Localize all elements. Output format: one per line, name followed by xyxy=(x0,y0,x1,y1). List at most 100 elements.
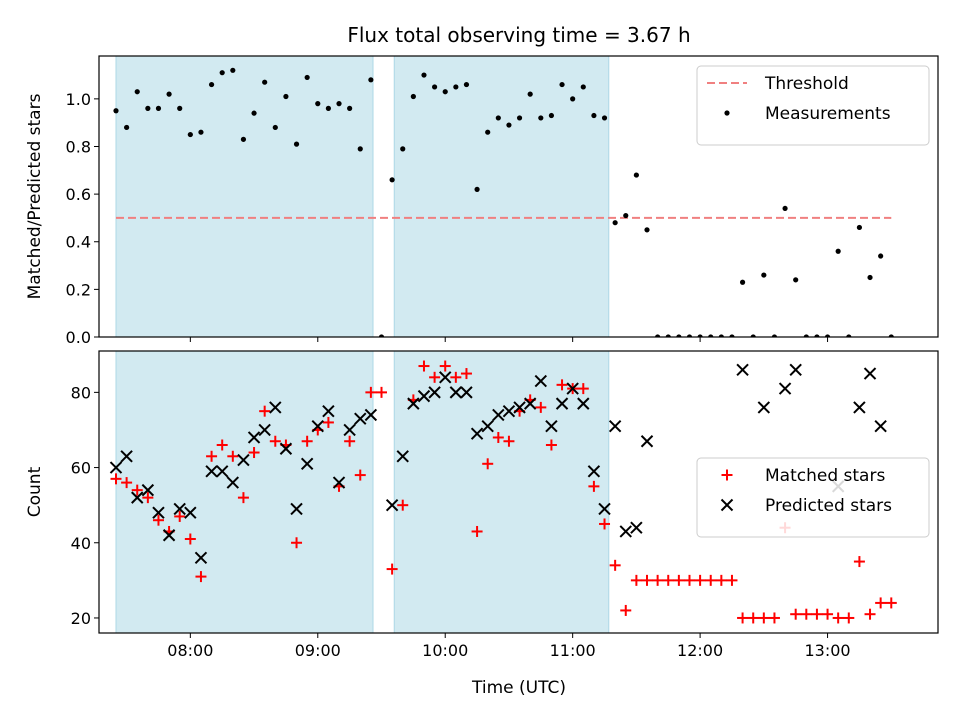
predicted-stars-point-b xyxy=(396,450,409,463)
legend-marker-b xyxy=(720,498,734,512)
predicted-stars-point xyxy=(577,397,590,410)
matched-stars-point xyxy=(620,604,632,616)
matched-stars-point xyxy=(790,608,802,620)
matched-stars-point xyxy=(630,574,642,586)
measurement-point xyxy=(697,334,703,337)
matched-stars-point xyxy=(174,510,186,522)
matched-stars-point xyxy=(843,612,855,624)
legend-label: Measurements xyxy=(765,104,891,124)
predicted-stars-point-b xyxy=(555,397,569,410)
predicted-stars-point-b xyxy=(343,423,356,437)
predicted-stars-point xyxy=(428,386,441,399)
predicted-stars-point xyxy=(555,397,569,410)
matched-stars-point xyxy=(322,416,334,428)
predicted-stars-point-b xyxy=(502,404,516,418)
measurement-point xyxy=(463,81,470,88)
predicted-stars-point-b xyxy=(566,382,579,395)
predicted-stars-point xyxy=(778,382,792,395)
matched-stars-point xyxy=(492,431,504,443)
predicted-stars-point-b xyxy=(630,521,643,534)
matched-stars-point xyxy=(248,447,260,459)
matched-stars-point xyxy=(121,477,133,489)
measurement-point xyxy=(262,79,268,85)
measurement-point xyxy=(485,129,491,135)
measurement-point xyxy=(559,81,565,88)
predicted-stars-point xyxy=(619,525,632,538)
matched-stars-point xyxy=(768,612,780,624)
predicted-stars-point-b xyxy=(640,435,654,448)
predicted-stars-point-b xyxy=(417,389,431,403)
predicted-stars-point-b xyxy=(173,502,186,516)
measurement-point xyxy=(357,146,363,152)
predicted-stars-point-b xyxy=(194,551,208,565)
predicted-stars-point-b xyxy=(534,374,548,388)
predicted-stars-point xyxy=(162,529,176,542)
matched-stars-point xyxy=(110,473,122,485)
matched-stars-point xyxy=(503,435,515,447)
measurement-point xyxy=(389,177,395,183)
x-tick-label: 08:00 xyxy=(167,641,213,660)
matched-stars-point xyxy=(237,492,249,504)
legend-marker xyxy=(721,469,733,481)
measurement-point xyxy=(315,101,321,107)
measurement-point xyxy=(368,77,374,83)
predicted-stars-point-b xyxy=(109,461,123,474)
predicted-stars-point-b xyxy=(523,397,537,410)
matched-stars-point xyxy=(800,608,812,620)
measurement-point xyxy=(230,67,236,73)
predicted-stars-point xyxy=(247,431,261,444)
matched-stars-point xyxy=(216,439,228,451)
measurement-point xyxy=(782,205,788,212)
predicted-stars-point-b xyxy=(322,404,335,418)
matched-stars-point xyxy=(375,386,387,398)
y-axis-label: Matched/Predicted stars xyxy=(25,93,45,299)
measurement-point xyxy=(240,136,247,142)
measurement-point xyxy=(601,115,608,121)
predicted-stars-point-b xyxy=(608,419,622,433)
predicted-stars-point xyxy=(258,423,271,437)
predicted-stars-point-b xyxy=(300,457,314,471)
measurement-point xyxy=(453,84,459,90)
measurement-point xyxy=(803,334,809,337)
legend: Matched stars Predicted stars xyxy=(696,457,930,538)
measurement-point xyxy=(771,334,778,337)
matched-stars-point xyxy=(344,435,356,447)
predicted-stars-point-b xyxy=(789,363,802,377)
matched-stars-point xyxy=(471,525,483,537)
predicted-stars-point xyxy=(354,412,367,425)
measurement-point xyxy=(655,334,661,337)
matched-stars-point xyxy=(705,574,717,586)
predicted-stars-point-b xyxy=(587,465,601,478)
predicted-stars-point-b xyxy=(162,529,176,542)
matched-stars-point xyxy=(386,563,398,575)
legend-marker xyxy=(724,110,730,116)
measurement-point xyxy=(410,93,416,100)
measurement-point xyxy=(113,108,119,114)
predicted-stars-point xyxy=(874,419,887,433)
y-tick-label: 40 xyxy=(71,534,91,553)
predicted-stars-point xyxy=(322,404,335,418)
predicted-stars-point xyxy=(534,374,548,388)
predicted-stars-point xyxy=(215,465,229,478)
predicted-stars-point-b xyxy=(332,476,346,489)
predicted-stars-point xyxy=(757,401,771,414)
predicted-stars-point-b xyxy=(598,502,611,516)
bottom-panel: 08:00 09:00 10:00 11:00 12:00 13:00 20 40 60 80 Co… xyxy=(25,350,939,660)
matched-stars-point xyxy=(652,574,664,586)
predicted-stars-point-b xyxy=(863,367,877,380)
predicted-stars-point xyxy=(131,491,144,504)
predicted-stars-point-b xyxy=(290,502,303,516)
predicted-stars-point-b xyxy=(428,386,441,399)
measurement-point xyxy=(718,334,724,337)
predicted-stars-point-b xyxy=(354,412,367,425)
matched-stars-point xyxy=(694,574,706,586)
measurement-point xyxy=(272,124,278,131)
predicted-stars-point-b xyxy=(460,386,473,399)
matched-stars-point xyxy=(429,371,441,383)
measurement-point xyxy=(867,274,873,281)
predicted-stars-point xyxy=(141,483,155,497)
predicted-stars-point xyxy=(598,502,611,516)
predicted-stars-point xyxy=(311,419,324,433)
predicted-stars-point-b xyxy=(481,419,494,433)
measurement-point xyxy=(665,334,671,337)
